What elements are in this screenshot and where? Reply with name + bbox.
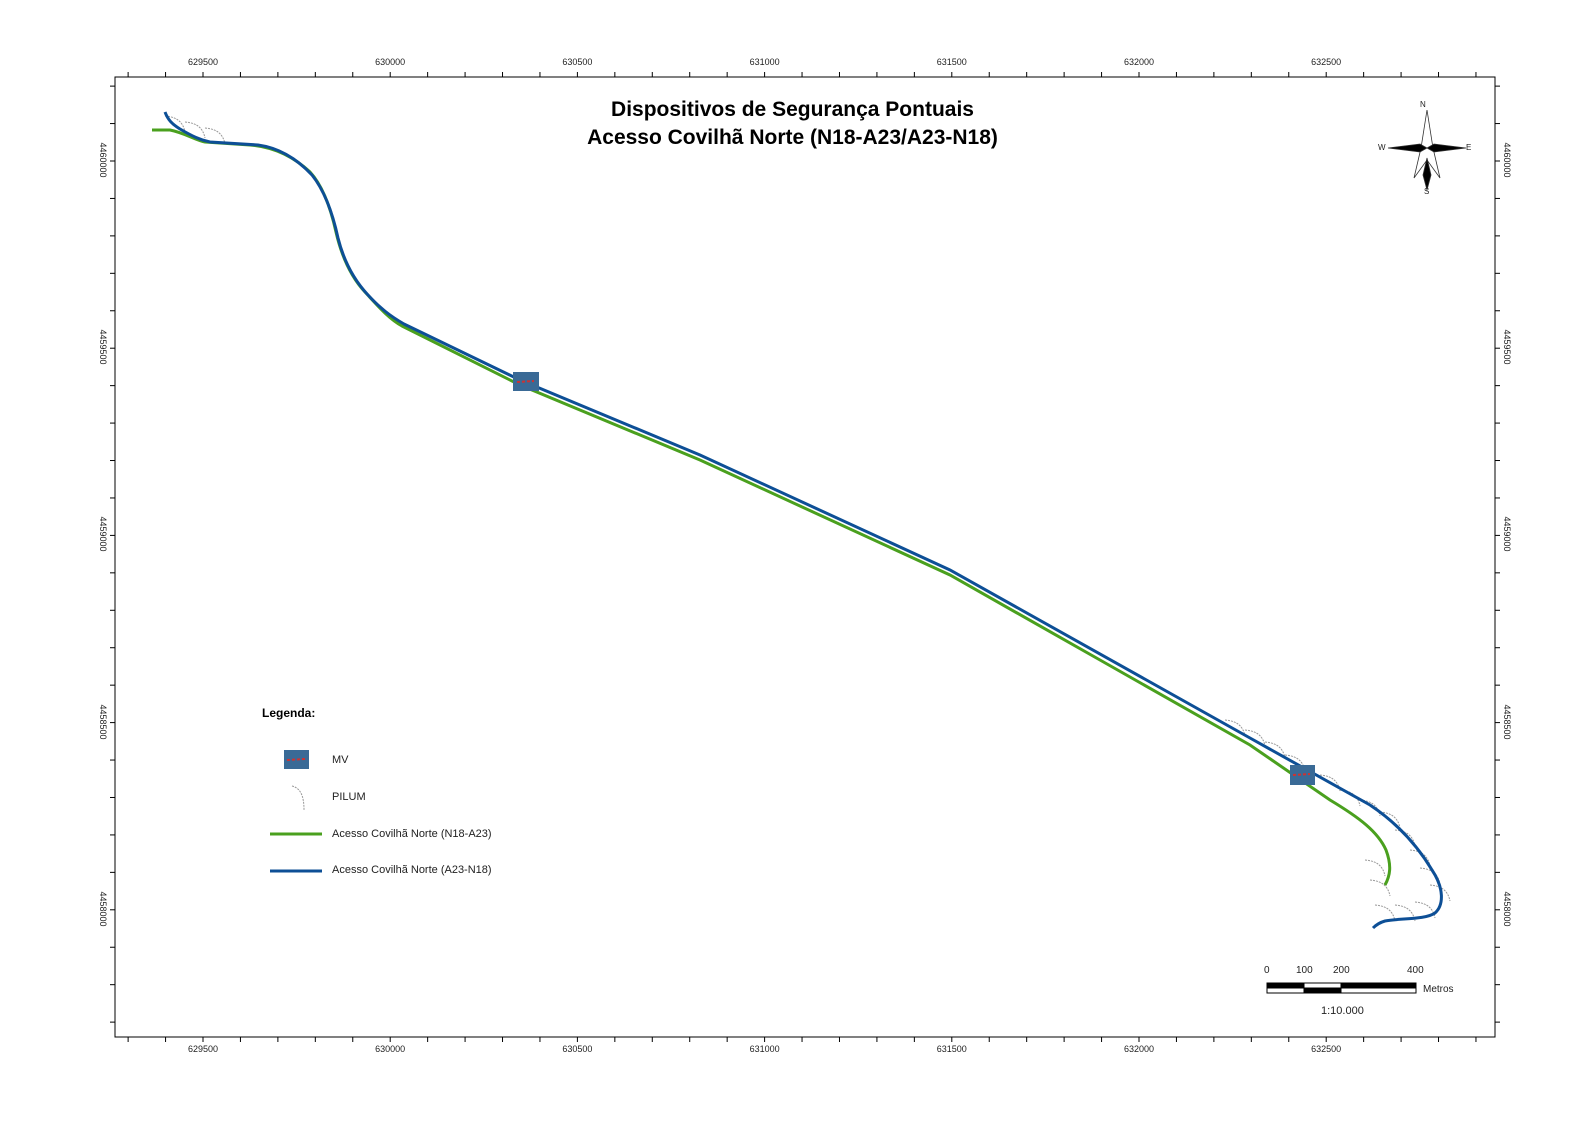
legend-label-a23-n18: Acesso Covilhã Norte (A23-N18): [332, 864, 492, 876]
pilum-marker[interactable]: [1379, 811, 1401, 829]
x-axis-label: 632000: [1123, 1044, 1155, 1054]
x-axis-label: 632500: [1311, 1044, 1342, 1054]
route-n18-a23: [152, 128, 1392, 886]
scale-bar: [1266, 982, 1417, 994]
scale-tick-200: 200: [1333, 965, 1350, 976]
y-axis-label: 4459500: [1502, 329, 1512, 365]
x-axis-label: 631500: [936, 1044, 967, 1054]
scale-tick-0: 0: [1264, 965, 1270, 976]
scale-tick-400: 400: [1407, 965, 1424, 976]
x-axis-label: 632000: [1123, 57, 1155, 67]
pilum-marker[interactable]: [1369, 879, 1391, 897]
y-axis-label: 4458000: [1502, 891, 1512, 927]
pilum-marker[interactable]: [184, 121, 206, 139]
legend-mv-icon: [284, 750, 309, 769]
mv-marker[interactable]: [513, 372, 539, 391]
y-axis-label: 4459000: [1502, 516, 1512, 552]
compass-e: E: [1466, 143, 1472, 152]
x-axis-label: 631000: [749, 57, 780, 67]
x-axis-label: 629500: [187, 57, 219, 67]
pilum-marker[interactable]: [164, 115, 186, 133]
y-axis-label: 4459000: [98, 516, 108, 552]
pilum-marker[interactable]: [1364, 859, 1386, 877]
scale-unit: Metros: [1423, 984, 1454, 995]
scale-ratio: 1:10.000: [1321, 1005, 1364, 1017]
x-axis-label: 630000: [375, 1044, 406, 1054]
y-axis-label: 4458000: [98, 891, 108, 927]
mv-marker-glyph: [1292, 773, 1311, 776]
y-axis-label: 4460000: [1502, 142, 1512, 178]
x-axis-label: 630000: [375, 57, 406, 67]
compass-s: S: [1424, 187, 1430, 196]
map-frame: [114, 76, 1496, 1038]
x-axis-label: 631500: [936, 57, 967, 67]
mv-marker-glyph: [516, 380, 535, 383]
map-title-line1: Dispositivos de Segurança Pontuais: [611, 98, 974, 121]
x-axis-label: 629500: [187, 1044, 219, 1054]
y-axis-label: 4458500: [1502, 704, 1512, 740]
axis-ticks: [110, 72, 1500, 1042]
pilum-marker[interactable]: [1429, 884, 1451, 902]
pilum-marker[interactable]: [1339, 789, 1361, 807]
legend-label-n18-a23: Acesso Covilhã Norte (N18-A23): [332, 828, 492, 840]
pilum-marker[interactable]: [1244, 729, 1266, 747]
scale-tick-100: 100: [1296, 965, 1313, 976]
legend-title: Legenda:: [262, 706, 316, 720]
compass-w: W: [1378, 143, 1386, 152]
y-axis-label: 4458500: [98, 704, 108, 740]
y-axis-label: 4460000: [98, 142, 108, 178]
x-axis-label: 632500: [1311, 57, 1342, 67]
mv-marker[interactable]: [1290, 765, 1315, 785]
legend-mv-glyph: [286, 758, 306, 761]
pilum-marker[interactable]: [1414, 901, 1436, 919]
map-title-line2: Acesso Covilhã Norte (N18-A23/A23-N18): [587, 126, 998, 149]
north-arrow-icon: [1387, 109, 1467, 192]
x-axis-label: 630500: [562, 57, 593, 67]
legend-label-pilum: PILUM: [332, 791, 366, 803]
x-axis-label: 631000: [749, 1044, 780, 1054]
legend-pilum-icon: [291, 785, 305, 811]
x-axis-label: 630500: [562, 1044, 593, 1054]
legend-label-mv: MV: [332, 754, 349, 766]
compass-n: N: [1420, 100, 1426, 109]
route-a23-n18: [163, 111, 1443, 930]
y-axis-label: 4459500: [98, 329, 108, 365]
pilum-marker[interactable]: [1359, 799, 1381, 817]
